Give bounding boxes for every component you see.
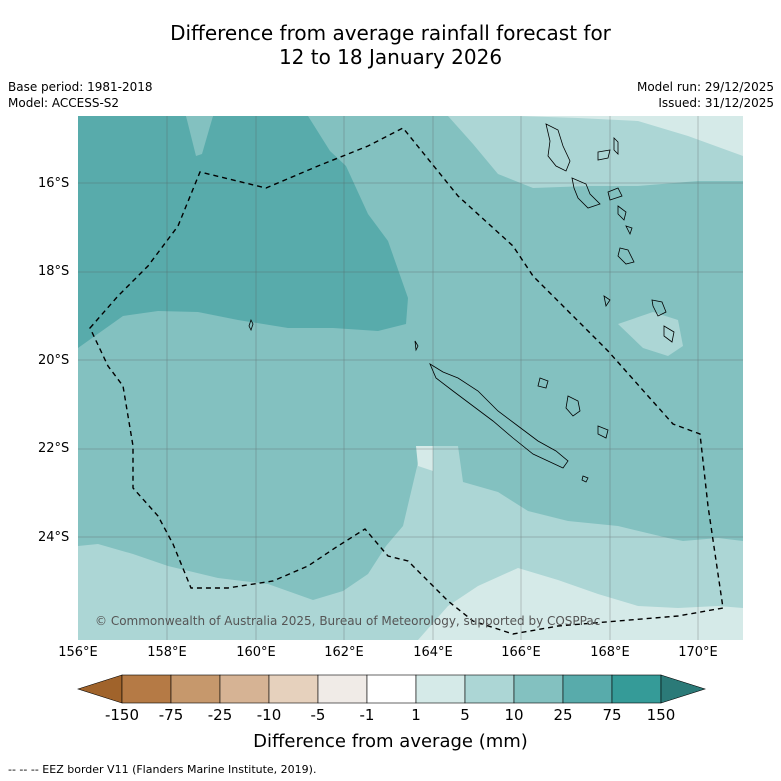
colorbar-segment <box>611 674 662 704</box>
new-caledonia <box>429 362 569 469</box>
colorbar-segment <box>170 674 221 704</box>
map-title-line2: 12 to 18 January 2026 <box>278 45 503 69</box>
colorbar-segment <box>464 674 515 704</box>
colorbar-segment <box>268 674 319 704</box>
lon-label: 168°E <box>590 645 630 660</box>
lat-label: 18°S <box>38 264 70 279</box>
lat-label: 16°S <box>38 176 70 191</box>
lat-label: 22°S <box>38 441 70 456</box>
region-25-75 <box>78 116 408 348</box>
lon-label: 164°E <box>413 645 453 660</box>
colorbar-label: 5 <box>460 706 470 724</box>
map-title-line1: Difference from average rainfall forecas… <box>170 21 611 45</box>
colorbar-extend-low <box>77 674 123 704</box>
eez-border <box>89 127 724 635</box>
lat-label: 24°S <box>38 530 70 545</box>
base-period: Base period: 1981-2018 <box>8 80 153 94</box>
colorbar-label: -1 <box>359 706 375 724</box>
eez-legend: -- -- -- EEZ border V11 (Flanders Marine… <box>8 763 317 776</box>
region-1-5-south <box>418 568 743 640</box>
model-run: Model run: 29/12/2025 <box>636 80 774 94</box>
colorbar-segment <box>562 674 613 704</box>
map-panel <box>78 116 743 640</box>
region-5-10-ne <box>448 116 743 188</box>
map-credit: © Commonwealth of Australia 2025, Bureau… <box>95 614 601 628</box>
lon-label: 158°E <box>147 645 187 660</box>
lon-label: 156°E <box>58 645 98 660</box>
colorbar-label: 25 <box>553 706 573 724</box>
lon-label: 166°E <box>501 645 541 660</box>
colorbar-label: -25 <box>207 706 233 724</box>
model-name: Model: ACCESS-S2 <box>8 96 120 110</box>
lon-label: 170°E <box>678 645 718 660</box>
colorbar-segment <box>366 674 417 704</box>
colorbar-label: -150 <box>104 706 140 724</box>
colorbar <box>77 674 706 704</box>
lon-label: 160°E <box>236 645 276 660</box>
lat-label: 20°S <box>38 353 70 368</box>
colorbar-title: Difference from average (mm) <box>253 731 528 752</box>
colorbar-label: 75 <box>602 706 622 724</box>
colorbar-extend-high <box>660 674 706 704</box>
graticule <box>78 116 743 640</box>
lon-label: 162°E <box>324 645 364 660</box>
colorbar-label: -10 <box>256 706 282 724</box>
colorbar-label: -75 <box>158 706 184 724</box>
colorbar-label: -5 <box>310 706 326 724</box>
loyalty-islands <box>565 395 581 417</box>
vanuatu-islands <box>545 123 675 343</box>
colorbar-segment <box>415 674 466 704</box>
colorbar-segment <box>317 674 368 704</box>
colorbar-segment <box>121 674 172 704</box>
issued-date: Issued: 31/12/2025 <box>658 96 774 110</box>
colorbar-label: 10 <box>504 706 524 724</box>
colorbar-label: 1 <box>411 706 421 724</box>
colorbar-label: 150 <box>646 706 676 724</box>
colorbar-segment <box>219 674 270 704</box>
colorbar-segment <box>513 674 564 704</box>
region-1-5-ne <box>518 116 743 156</box>
